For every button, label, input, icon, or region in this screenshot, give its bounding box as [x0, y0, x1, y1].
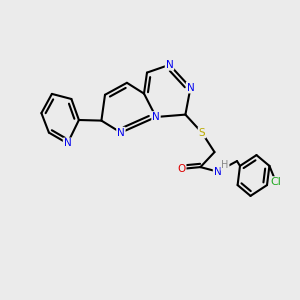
- Text: N: N: [214, 167, 221, 177]
- Text: N: N: [166, 60, 173, 70]
- Text: H: H: [221, 160, 229, 170]
- Text: Cl: Cl: [271, 177, 281, 187]
- Text: S: S: [199, 128, 205, 138]
- Text: O: O: [177, 164, 186, 174]
- Text: N: N: [152, 112, 160, 122]
- Text: N: N: [117, 128, 125, 138]
- Text: N: N: [187, 82, 194, 93]
- Text: N: N: [64, 138, 71, 148]
